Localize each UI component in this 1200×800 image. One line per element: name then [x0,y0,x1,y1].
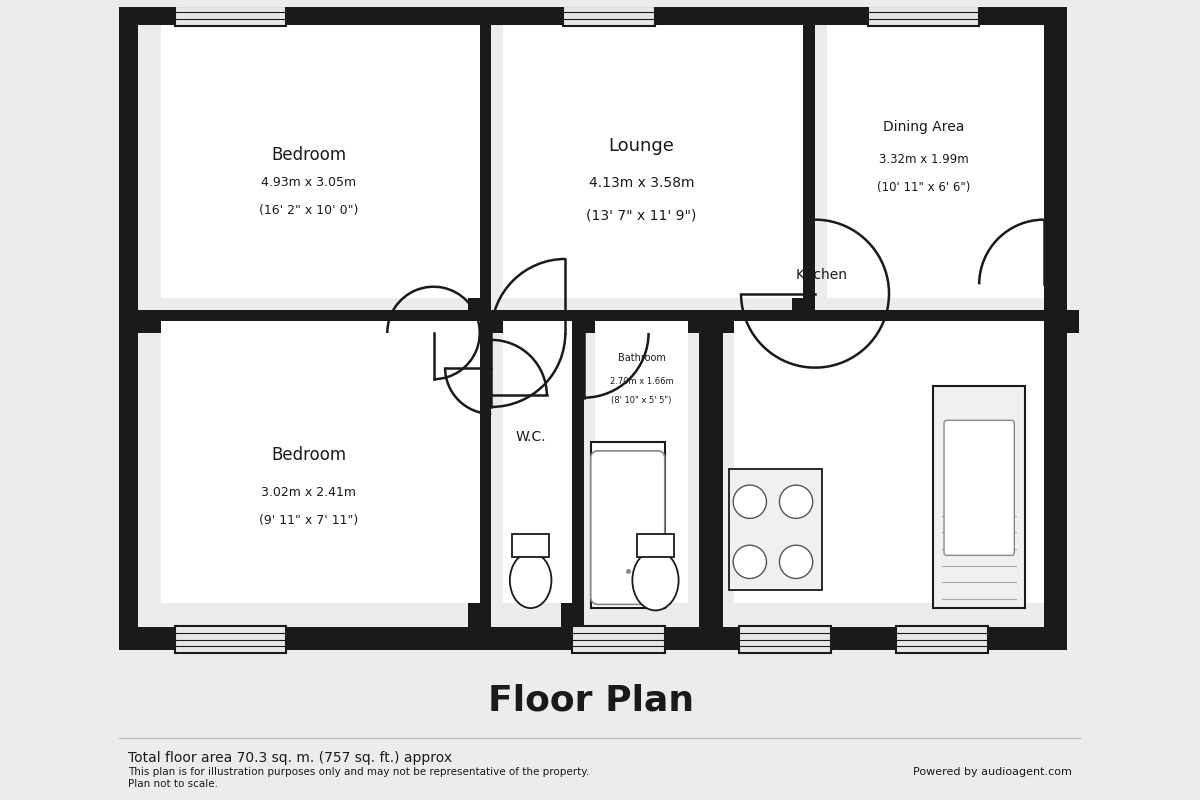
Bar [572,626,665,654]
Circle shape [733,545,767,578]
FancyBboxPatch shape [944,420,1014,555]
Text: Dining Area: Dining Area [883,120,965,134]
Bar [161,345,480,603]
Bar [590,442,665,608]
Bar [174,626,286,654]
Circle shape [733,485,767,518]
Bar [468,2,491,322]
Bar [637,534,674,558]
Text: Total floor area 70.3 sq. m. (757 sq. ft.) approx: Total floor area 70.3 sq. m. (757 sq. ft… [128,751,452,766]
Bar [138,2,1067,26]
Text: Lounge: Lounge [608,137,674,154]
Bar [174,626,286,654]
Bar [512,534,550,558]
Bar [503,26,804,298]
Bar [114,2,138,650]
Text: Bedroom: Bedroom [271,446,347,465]
Bar [739,626,832,654]
Bar [869,0,979,26]
Bar [734,322,1044,603]
Text: Floor Plan: Floor Plan [487,683,694,718]
Text: (10' 11" x 6' 6"): (10' 11" x 6' 6") [877,181,971,194]
Text: (16' 2" x 10' 0"): (16' 2" x 10' 0") [259,204,359,217]
Text: Plan not to scale.: Plan not to scale. [128,779,218,789]
Bar [590,442,665,608]
Bar [468,322,491,650]
Bar [739,626,832,654]
Bar [869,0,979,26]
Bar [174,0,286,26]
Ellipse shape [510,553,552,608]
Bar [468,310,584,333]
Text: This plan is for illustration purposes only and may not be representative of the: This plan is for illustration purposes o… [128,767,589,777]
Bar [932,386,1026,608]
Circle shape [780,485,812,518]
Bar [700,322,722,650]
Bar [595,345,688,603]
Bar [572,626,665,654]
Bar [138,626,1067,650]
Bar [503,322,572,603]
Bar [560,322,584,650]
Bar [503,345,550,603]
Text: 3.02m x 2.41m: 3.02m x 2.41m [262,486,356,499]
Bar [161,322,480,603]
Text: Bathroom: Bathroom [618,354,666,363]
Text: 4.13m x 3.58m: 4.13m x 3.58m [589,176,695,190]
Bar [114,310,480,333]
Ellipse shape [632,550,679,610]
Text: (8' 10" x 5' 5"): (8' 10" x 5' 5") [612,395,672,405]
FancyBboxPatch shape [590,451,665,604]
Text: Kitchen: Kitchen [796,268,848,282]
Bar [827,26,1044,298]
Bar [734,345,1044,603]
Circle shape [780,545,812,578]
Text: W.C.: W.C. [515,430,546,444]
Bar [730,470,822,590]
Bar [1044,2,1067,650]
Bar [161,26,480,298]
Bar [560,310,722,333]
Bar [896,626,989,654]
Bar [595,322,688,603]
Text: (9' 11" x 7' 11"): (9' 11" x 7' 11") [259,514,359,526]
Text: 4.93m x 3.05m: 4.93m x 3.05m [262,176,356,189]
Bar [563,0,655,26]
Bar [896,626,989,654]
Text: Powered by audioagent.com: Powered by audioagent.com [913,767,1072,777]
Bar [700,310,1079,333]
Bar [563,0,655,26]
Text: 3.32m x 1.99m: 3.32m x 1.99m [878,153,968,166]
Text: (13' 7" x 11' 9"): (13' 7" x 11' 9") [587,208,697,222]
Text: Bedroom: Bedroom [271,146,347,164]
Text: 2.70m x 1.66m: 2.70m x 1.66m [610,377,673,386]
Bar [792,2,815,322]
Bar [174,0,286,26]
